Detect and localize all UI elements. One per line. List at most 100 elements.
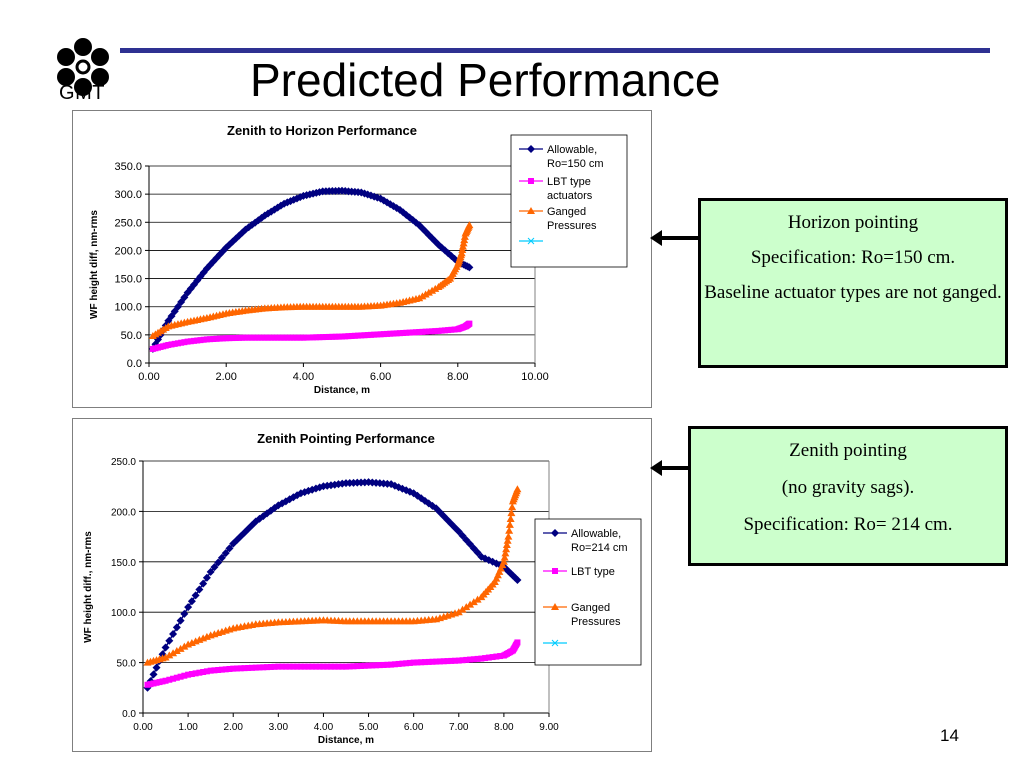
data-point: [499, 557, 508, 565]
data-point: [172, 647, 181, 655]
legend-box: [534, 518, 642, 666]
data-point: [406, 329, 413, 336]
data-point: [203, 668, 210, 675]
legend-label: Pressures: [571, 616, 621, 628]
horizon-arrow: [650, 230, 700, 246]
data-point: [369, 662, 376, 669]
data-point: [445, 327, 452, 334]
data-point: [159, 678, 166, 685]
data-point: [527, 237, 535, 245]
data-point: [196, 669, 203, 676]
legend-label: Allowable,: [571, 528, 621, 540]
data-point: [424, 288, 433, 296]
data-point: [443, 515, 452, 524]
data-point: [271, 334, 278, 341]
y-tick-label: 50.0: [117, 659, 137, 670]
data-point: [528, 178, 534, 184]
zenith-performance-chart: Zenith Pointing Performance 0.0 50.0 100.0 1…: [83, 431, 642, 746]
y-tick-label: 150.0: [111, 558, 136, 569]
data-point: [331, 663, 338, 670]
y-tick-label: 100.0: [114, 302, 142, 314]
data-point: [286, 663, 293, 670]
data-point: [233, 665, 240, 672]
data-point: [493, 653, 500, 660]
data-point: [289, 195, 298, 204]
legend-label: LBT type: [571, 566, 615, 578]
horizon-callout: Horizon pointing Specification: Ro=150 c…: [698, 198, 1008, 368]
data-point: [429, 328, 436, 335]
data-point: [439, 512, 448, 521]
data-point: [500, 553, 509, 561]
data-point: [281, 497, 290, 506]
legend-label: Ganged: [571, 602, 610, 614]
data-point: [395, 205, 404, 214]
data-point: [444, 658, 451, 665]
data-point: [551, 603, 559, 610]
data-point: [200, 336, 207, 343]
data-point: [210, 563, 219, 572]
data-point: [312, 663, 319, 670]
data-point: [240, 528, 249, 537]
data-point: [197, 337, 204, 344]
data-point: [383, 198, 392, 207]
data-point: [394, 483, 403, 492]
data-point: [371, 331, 378, 338]
data-point: [405, 213, 414, 222]
data-point: [158, 650, 167, 659]
data-point: [165, 636, 174, 645]
data-point: [425, 328, 432, 335]
data-point: [418, 659, 425, 666]
data-point: [390, 330, 397, 337]
data-point: [171, 340, 178, 347]
y-axis-label: WF height diff., nm-rms: [83, 531, 94, 643]
data-point: [463, 656, 470, 663]
data-point: [418, 292, 427, 300]
data-point: [377, 331, 384, 338]
data-point: [176, 616, 185, 625]
horizon-chart-frame: Zenith to Horizon Performance 0.0 50.0 100.…: [72, 110, 652, 408]
data-point: [156, 679, 163, 686]
x-tick-label: 7.00: [449, 722, 469, 733]
data-point: [358, 332, 365, 339]
data-point: [428, 234, 437, 243]
y-tick-label: 50.0: [121, 330, 142, 342]
data-point: [316, 663, 323, 670]
data-point: [422, 328, 429, 335]
data-point: [181, 339, 188, 346]
data-point: [273, 203, 282, 212]
data-point: [187, 338, 194, 345]
data-point: [459, 657, 466, 664]
data-point: [180, 609, 189, 618]
x-axis-label: Distance, m: [318, 735, 374, 746]
x-tick-label: 0.00: [138, 371, 159, 383]
data-point: [513, 575, 522, 584]
data-point: [284, 334, 291, 341]
legend-box: [510, 134, 628, 268]
legend-label: actuators: [547, 190, 593, 202]
data-point: [309, 663, 316, 670]
data-point: [447, 519, 456, 528]
callout-line: Specification: Ro= 214 cm.: [743, 514, 953, 535]
series-line: [147, 642, 519, 686]
data-point: [396, 330, 403, 337]
data-point: [170, 307, 179, 316]
y-tick-label: 250.0: [114, 217, 142, 229]
data-point: [474, 655, 481, 662]
data-point: [180, 293, 189, 302]
y-tick-label: 250.0: [111, 457, 136, 468]
x-tick-label: 4.00: [314, 722, 334, 733]
data-point: [505, 520, 514, 528]
data-point: [384, 330, 391, 337]
data-point: [271, 663, 278, 670]
data-point: [380, 661, 387, 668]
data-point: [251, 218, 260, 227]
data-point: [215, 666, 222, 673]
data-point: [316, 334, 323, 341]
data-point: [393, 330, 400, 337]
data-point: [455, 657, 462, 664]
data-point: [395, 660, 402, 667]
data-point: [232, 334, 239, 341]
data-point: [342, 333, 349, 340]
data-point: [465, 263, 474, 272]
data-point: [207, 336, 214, 343]
